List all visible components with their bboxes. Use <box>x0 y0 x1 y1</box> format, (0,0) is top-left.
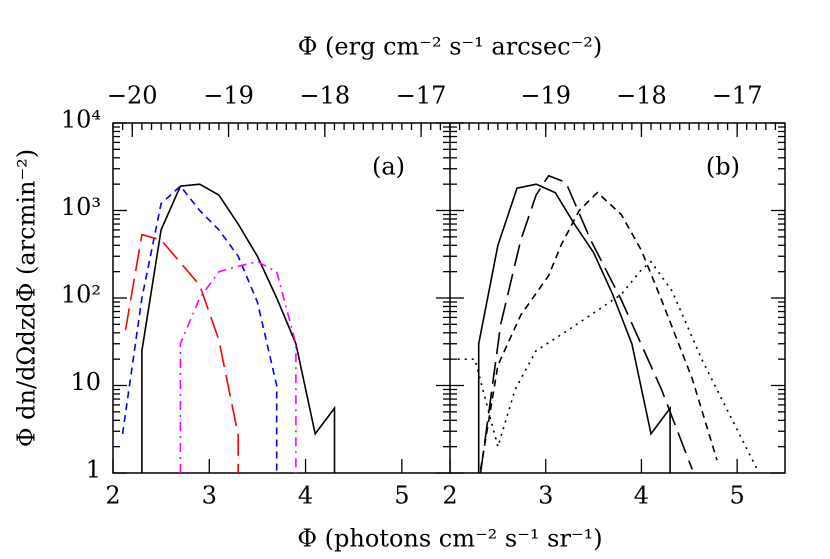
x-tick-label: 5 <box>394 482 409 510</box>
x-tick-label: 4 <box>634 482 649 510</box>
x2-tick-label: −18 <box>300 82 351 110</box>
y-tick-label: 10⁴ <box>61 106 101 134</box>
x2-tick-label: −18 <box>616 82 667 110</box>
x2-tick-label: −19 <box>520 82 571 110</box>
x-tick-label: 3 <box>202 482 217 510</box>
x2-tick-label: −17 <box>396 82 447 110</box>
data-line <box>124 233 239 473</box>
panel-label: (a) <box>372 153 405 181</box>
x-tick-label: 5 <box>730 482 745 510</box>
top-axis-title: Φ (erg cm⁻² s⁻¹ arcsec⁻²) <box>298 33 603 61</box>
data-line <box>179 260 297 473</box>
data-line <box>479 174 693 474</box>
x-tick-label: 4 <box>298 482 313 510</box>
data-line <box>477 183 671 473</box>
x-tick-label: 2 <box>105 482 120 510</box>
data-line <box>141 183 336 473</box>
x-tick-label: 3 <box>538 482 553 510</box>
x-axis-title: Φ (photons cm⁻² s⁻¹ sr⁻¹) <box>297 525 602 553</box>
y-tick-label: 1 <box>86 456 101 484</box>
y-tick-label: 10 <box>70 368 101 396</box>
data-line <box>121 184 278 473</box>
data-line <box>479 191 718 470</box>
x2-tick-label: −20 <box>107 82 158 110</box>
x2-tick-label: −17 <box>712 82 763 110</box>
panel-label: (b) <box>706 153 740 181</box>
y-tick-label: 10³ <box>61 193 101 221</box>
y-axis-title: Φ dn/dΩdzdΦ (arcmin⁻²) <box>13 149 41 447</box>
y-tick-label: 10² <box>61 281 101 309</box>
data-line <box>457 260 758 470</box>
x2-tick-label: −19 <box>203 82 254 110</box>
x-tick-label: 2 <box>442 482 457 510</box>
